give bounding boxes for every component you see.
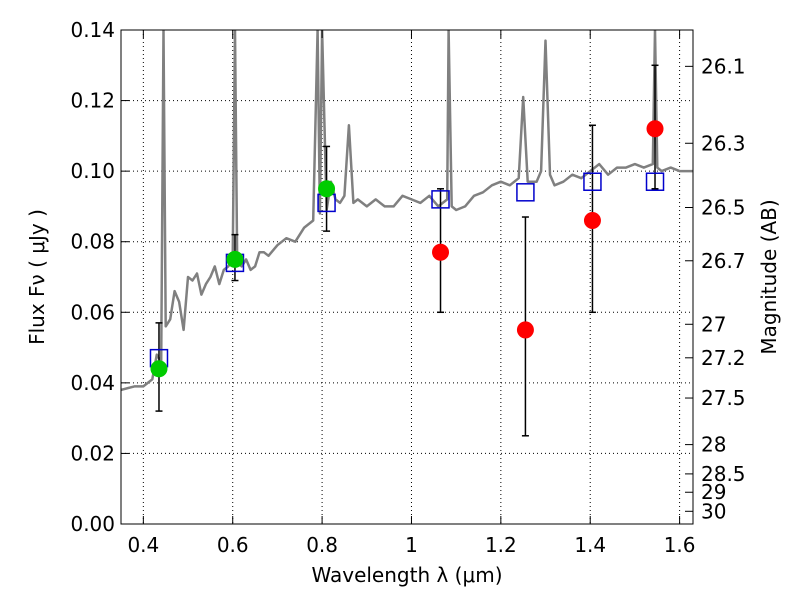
y-tick-label: 0.14: [70, 18, 115, 42]
observed-circle-point: [432, 243, 450, 261]
tick-labels: 0.4 0.6 0.8 1 1.2 1.4 1.6 0.00 0.02 0.04 0.06 0.08 0…: [70, 18, 745, 557]
ticks: [121, 29, 693, 525]
y2-tick-label: 28: [701, 433, 726, 457]
spectrum-line: [121, 30, 693, 392]
x-axis-title: Wavelength λ (μm): [311, 563, 502, 587]
x-tick-label: 1: [405, 533, 418, 557]
y2-tick-label: 29: [701, 480, 726, 504]
x-tick-label: 1.4: [574, 533, 606, 557]
observed-circle-point: [516, 321, 534, 339]
y2-tick-label: 27: [701, 312, 726, 336]
x-tick-label: 0.8: [306, 533, 338, 557]
observed-circle-point: [583, 212, 601, 230]
y-tick-label: 0.08: [70, 230, 115, 254]
x-tick-label: 1.6: [664, 533, 696, 557]
model-square-point: [583, 172, 602, 191]
observed-circle-point: [646, 120, 664, 138]
plot-frame: [120, 29, 694, 525]
y2-tick-label: 26.5: [701, 195, 746, 219]
y2-tick-label: 27.5: [701, 386, 746, 410]
y-tick-label: 0.00: [70, 512, 115, 536]
y2-tick-label: 26.1: [701, 54, 746, 78]
model-square-point: [645, 172, 665, 191]
y-tick-label: 0.04: [70, 371, 115, 395]
y2-tick-label: 30: [701, 499, 726, 523]
y-tick-label: 0.10: [70, 159, 115, 183]
observed-circle-point: [318, 180, 336, 198]
y2-tick-label: 28.5: [701, 462, 746, 486]
y2-tick-label: 26.7: [701, 249, 746, 273]
x-tick-label: 0.6: [217, 533, 249, 557]
model-square-point: [431, 190, 450, 209]
model-square-point: [516, 183, 535, 202]
observed-circle-point: [150, 360, 168, 378]
x-tick-label: 0.4: [127, 533, 159, 557]
y-tick-label: 0.02: [70, 441, 115, 465]
y2-tick-label: 26.3: [701, 131, 746, 155]
observed-circle-point: [226, 250, 244, 268]
plot-background: [121, 30, 693, 524]
y-tick-label: 0.06: [70, 300, 115, 324]
y2-axis-title: Magnitude (AB): [757, 199, 781, 354]
y2-tick-label: 27.2: [701, 346, 746, 370]
y-tick-label: 0.12: [70, 89, 115, 113]
data-layer: [121, 30, 693, 437]
x-tick-label: 1.2: [485, 533, 517, 557]
y-axis-title: Flux Fν ( μJy ): [25, 209, 49, 345]
